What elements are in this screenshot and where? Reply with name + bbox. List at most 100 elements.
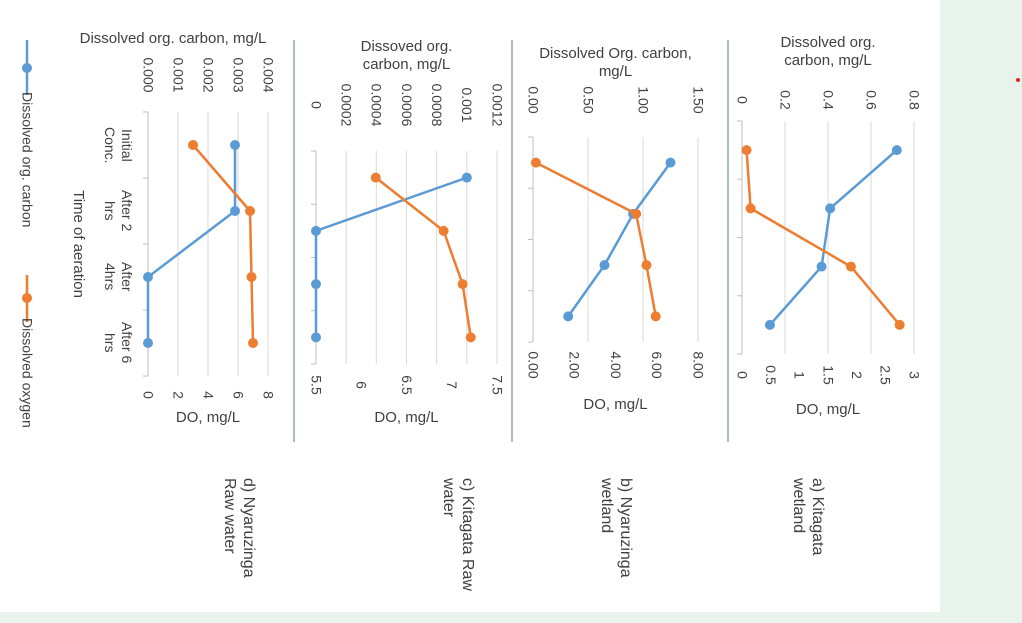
red-dot bbox=[1016, 78, 1020, 82]
data-point bbox=[311, 279, 321, 290]
y-axis-title: Dissolved org. carbon, mg/L bbox=[780, 34, 876, 69]
y-tick-label: 1.00 bbox=[635, 86, 652, 114]
y2-axis-title: DO, mg/L bbox=[583, 396, 648, 413]
data-point bbox=[816, 261, 827, 272]
y-axis-title: Dissolved Org. carbon, mg/L bbox=[539, 45, 692, 80]
data-point bbox=[825, 203, 836, 214]
y-tick-label: 0.2 bbox=[777, 90, 794, 110]
x-axis-title: Time of aeration bbox=[70, 190, 87, 298]
x-tick-label: After 4hrs bbox=[102, 262, 135, 292]
legend-label: Dissolved oxygen bbox=[19, 318, 36, 428]
data-point bbox=[465, 332, 476, 343]
y-tick-label: 0.0002 bbox=[338, 83, 355, 127]
y2-tick-label: 6 bbox=[353, 381, 370, 389]
y2-tick-label: 5.5 bbox=[308, 375, 325, 395]
y-tick-label: 0.003 bbox=[230, 57, 247, 93]
y-tick-label: 1.50 bbox=[690, 86, 707, 114]
y2-tick-label: 1.5 bbox=[820, 365, 837, 385]
panel-caption: a) Kitagata wetland bbox=[790, 478, 827, 556]
data-point bbox=[631, 208, 642, 219]
y2-tick-label: 4.00 bbox=[607, 351, 624, 379]
data-point bbox=[143, 272, 153, 282]
data-point bbox=[246, 272, 257, 282]
series-line bbox=[146, 145, 237, 343]
x-tick-label: After 2 hrs bbox=[102, 190, 135, 232]
data-point bbox=[457, 279, 468, 290]
data-point bbox=[599, 260, 610, 271]
data-point bbox=[845, 261, 856, 272]
y2-tick-label: 0 bbox=[140, 391, 157, 399]
y-tick-label: 0.0012 bbox=[489, 83, 506, 127]
y2-tick-label: 4 bbox=[200, 391, 217, 399]
data-point bbox=[563, 311, 574, 322]
y2-tick-label: 6 bbox=[230, 391, 247, 399]
data-point bbox=[641, 260, 652, 271]
data-point bbox=[311, 332, 321, 343]
y-tick-label: 0.8 bbox=[906, 90, 923, 110]
data-point bbox=[438, 225, 449, 236]
y-tick-label: 0.001 bbox=[459, 87, 476, 123]
y-tick-label: 0.0008 bbox=[429, 83, 446, 127]
y2-tick-label: 7 bbox=[444, 381, 461, 389]
y2-tick-label: 3 bbox=[906, 371, 923, 379]
series-line bbox=[374, 176, 472, 338]
legend-marker bbox=[22, 293, 32, 303]
series-line bbox=[192, 144, 255, 344]
y-tick-label: 0.001 bbox=[170, 57, 187, 93]
y-tick-label: 0.00 bbox=[525, 86, 542, 114]
y-tick-label: 0.002 bbox=[200, 57, 217, 93]
data-point bbox=[461, 172, 472, 183]
y-tick-label: 0.4 bbox=[820, 90, 837, 110]
y-tick-label: 0.0004 bbox=[368, 83, 385, 127]
y2-tick-label: 2 bbox=[849, 371, 866, 379]
y-tick-label: 0.0006 bbox=[398, 83, 415, 127]
y2-tick-label: 0.00 bbox=[525, 351, 542, 379]
series-line bbox=[745, 150, 901, 326]
panel-caption: b) Nyaruzinga wetland bbox=[598, 478, 635, 578]
chart bbox=[22, 40, 915, 442]
y2-tick-label: 0 bbox=[734, 371, 751, 379]
data-point bbox=[764, 319, 775, 330]
data-point bbox=[311, 225, 321, 236]
data-point bbox=[370, 172, 381, 183]
y-axis-title: Dissolved org. carbon, mg/L bbox=[79, 30, 267, 47]
series-line bbox=[567, 161, 672, 318]
data-point bbox=[650, 311, 661, 322]
y2-tick-label: 6.00 bbox=[649, 351, 666, 379]
y-tick-label: 0.50 bbox=[580, 86, 597, 114]
data-point bbox=[894, 319, 905, 330]
y2-tick-label: 8.00 bbox=[690, 351, 707, 379]
y-tick-label: 0 bbox=[308, 101, 325, 109]
data-point bbox=[188, 140, 198, 150]
data-point bbox=[230, 206, 240, 216]
series-line bbox=[769, 149, 898, 326]
panel-caption: c) Kitagata Raw water bbox=[440, 478, 477, 591]
y-tick-label: 0.000 bbox=[140, 57, 157, 93]
series-line bbox=[535, 161, 657, 317]
legend-label: Dissolved org. carbon bbox=[19, 92, 36, 228]
legend-marker bbox=[22, 63, 32, 73]
y2-tick-label: 8 bbox=[260, 391, 277, 399]
data-point bbox=[741, 145, 752, 156]
data-point bbox=[665, 157, 676, 168]
series-line bbox=[314, 176, 468, 338]
x-tick-label: After 6 hrs bbox=[102, 322, 135, 364]
y2-tick-label: 2.5 bbox=[877, 365, 894, 385]
data-point bbox=[230, 140, 240, 150]
y2-axis-title: DO, mg/L bbox=[374, 409, 439, 426]
y2-tick-label: 1 bbox=[791, 371, 808, 379]
y-tick-label: 0.6 bbox=[863, 90, 880, 110]
y2-tick-label: 2.00 bbox=[566, 351, 583, 379]
y-tick-label: 0.004 bbox=[260, 57, 277, 93]
y2-axis-title: DO, mg/L bbox=[175, 409, 241, 426]
data-point bbox=[745, 203, 756, 214]
x-tick-label: Initial Conc. bbox=[102, 126, 135, 164]
y2-tick-label: 7.5 bbox=[489, 375, 506, 395]
data-point bbox=[248, 338, 258, 348]
data-point bbox=[143, 338, 153, 348]
y2-tick-label: 2 bbox=[170, 391, 187, 399]
data-point bbox=[530, 157, 541, 168]
y-axis-title: Dissoved org. carbon, mg/L bbox=[360, 38, 453, 73]
data-point bbox=[891, 145, 902, 156]
